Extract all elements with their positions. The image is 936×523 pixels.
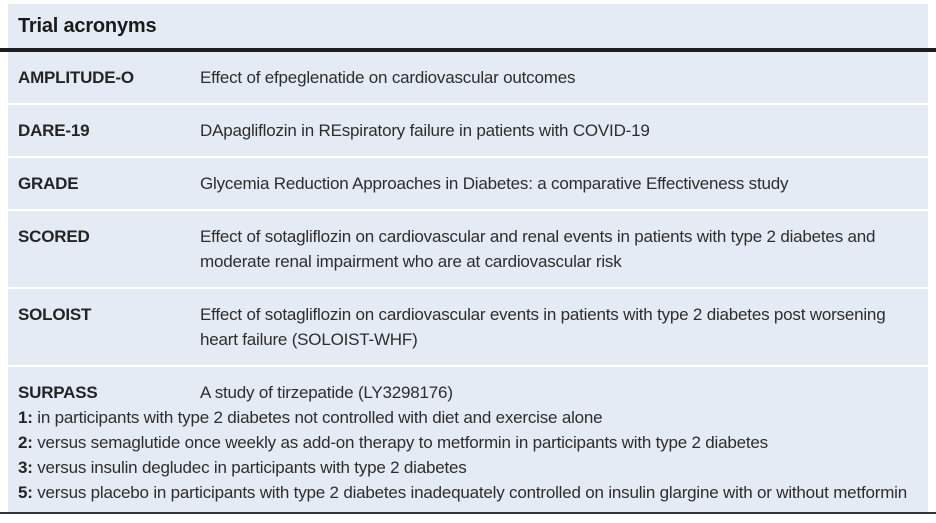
table-row: SURPASS A study of tirzepatide (LY329817…	[8, 365, 928, 405]
table-row: SOLOIST Effect of sotagliflozin on cardi…	[8, 287, 928, 365]
header-rule	[0, 48, 936, 52]
trial-description: DApagliflozin in REspiratory failure in …	[200, 121, 650, 140]
bottom-rule	[0, 512, 936, 514]
trial-acronym: SOLOIST	[18, 305, 92, 324]
trial-acronym: DARE-19	[18, 121, 90, 140]
table-row: DARE-19 DApagliflozin in REspiratory fai…	[8, 103, 928, 156]
trial-acronym: SCORED	[18, 227, 90, 246]
trial-description: Glycemia Reduction Approaches in Diabete…	[200, 174, 789, 193]
table-row: AMPLITUDE-O Effect of efpeglenatide on c…	[8, 52, 928, 103]
trial-acronym: SURPASS	[18, 383, 98, 402]
surpass-variant-line: 3: versus insulin degludec in participan…	[18, 455, 918, 480]
variant-text: in participants with type 2 diabetes not…	[37, 408, 603, 427]
trial-description: Effect of sotagliflozin on cardiovascula…	[200, 305, 886, 349]
table-row: SCORED Effect of sotagliflozin on cardio…	[8, 209, 928, 287]
variant-text: versus insulin degludec in participants …	[37, 458, 467, 477]
variant-text: versus semaglutide once weekly as add-on…	[37, 433, 768, 452]
variant-number: 1:	[18, 408, 33, 427]
variant-number: 3:	[18, 458, 33, 477]
trial-description: A study of tirzepatide (LY3298176)	[200, 383, 453, 402]
surpass-variant-line: 2: versus semaglutide once weekly as add…	[18, 430, 918, 455]
table-header: Trial acronyms	[8, 4, 928, 48]
trial-description: Effect of sotagliflozin on cardiovascula…	[200, 227, 876, 271]
trial-description: Effect of efpeglenatide on cardiovascula…	[200, 68, 576, 87]
trial-acronym: AMPLITUDE-O	[18, 68, 134, 87]
surpass-variant-list: 1: in participants with type 2 diabetes …	[8, 405, 928, 512]
page-title: Trial acronyms	[18, 14, 157, 37]
table-body: AMPLITUDE-O Effect of efpeglenatide on c…	[8, 52, 928, 512]
variant-number: 5:	[18, 483, 33, 502]
surpass-variant-line: 1: in participants with type 2 diabetes …	[18, 405, 918, 430]
table-row: GRADE Glycemia Reduction Approaches in D…	[8, 156, 928, 209]
variant-text: versus placebo in participants with type…	[37, 483, 907, 502]
trial-acronym: GRADE	[18, 174, 79, 193]
surpass-variant-line: 5: versus placebo in participants with t…	[18, 480, 918, 505]
variant-number: 2:	[18, 433, 33, 452]
